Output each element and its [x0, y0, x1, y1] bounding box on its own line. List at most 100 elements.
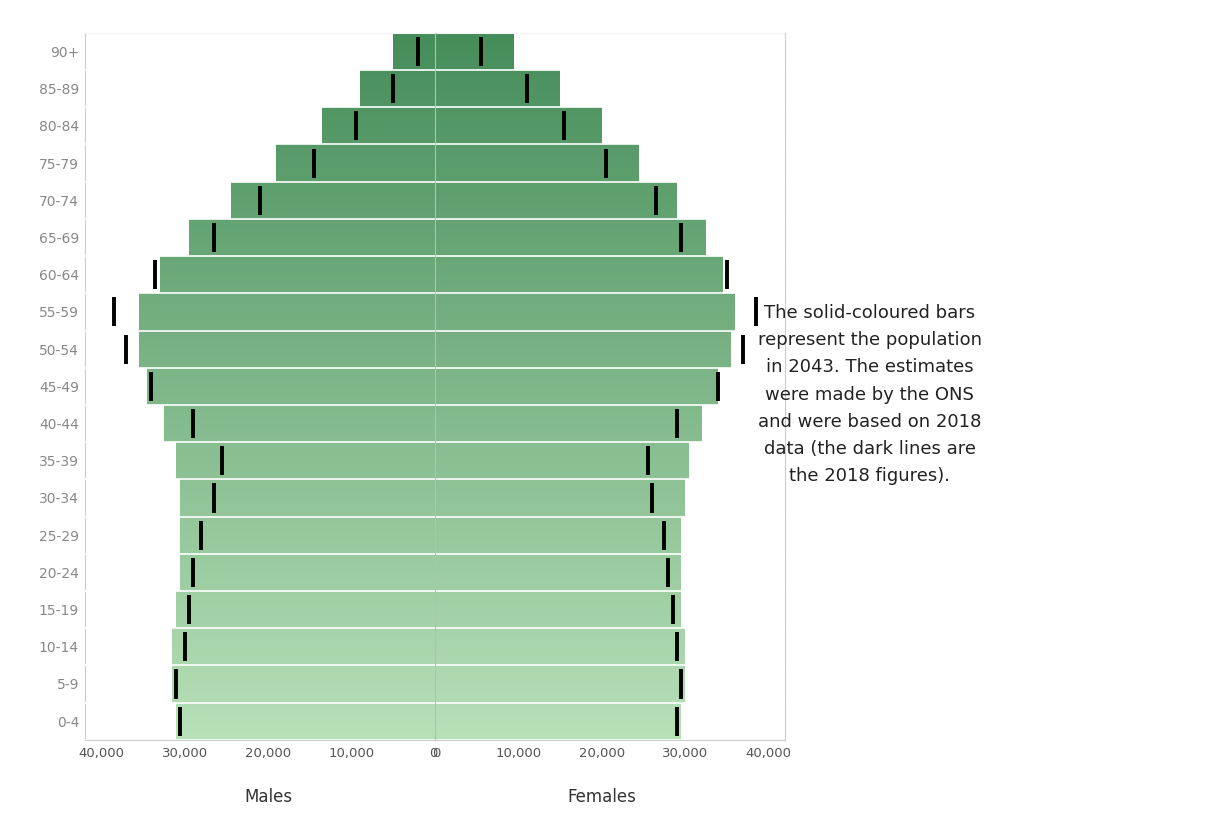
Bar: [435, 597, 681, 598]
Bar: [360, 70, 435, 72]
Bar: [180, 559, 435, 561]
Bar: [176, 723, 435, 725]
Bar: [435, 158, 639, 159]
Bar: [435, 528, 681, 529]
Bar: [164, 429, 435, 431]
Bar: [393, 59, 435, 61]
Bar: [172, 682, 435, 684]
Bar: [159, 261, 435, 264]
Bar: [435, 224, 705, 226]
Bar: [139, 297, 435, 299]
Bar: [435, 390, 719, 392]
Bar: [231, 202, 435, 204]
Bar: [435, 630, 685, 632]
Bar: [360, 81, 435, 83]
Bar: [231, 214, 435, 215]
Bar: [180, 485, 435, 487]
Bar: [435, 472, 690, 473]
Bar: [435, 431, 702, 433]
Bar: [360, 80, 435, 81]
Bar: [435, 682, 685, 684]
Bar: [164, 431, 435, 433]
Bar: [435, 626, 681, 628]
Bar: [188, 220, 435, 255]
Bar: [231, 183, 435, 186]
Bar: [435, 555, 681, 589]
Bar: [435, 269, 722, 271]
Bar: [435, 686, 685, 688]
Bar: [159, 258, 435, 260]
Bar: [323, 122, 435, 124]
Bar: [435, 130, 602, 132]
Bar: [180, 572, 435, 575]
Bar: [435, 308, 736, 310]
Bar: [180, 567, 435, 569]
Bar: [180, 511, 435, 513]
Bar: [172, 690, 435, 691]
Bar: [435, 429, 702, 431]
Bar: [180, 479, 435, 481]
Bar: [176, 718, 435, 719]
Bar: [277, 148, 435, 150]
Bar: [435, 96, 561, 98]
Bar: [164, 420, 435, 422]
Bar: [435, 519, 681, 520]
Bar: [164, 433, 435, 435]
Bar: [435, 660, 685, 662]
Bar: [435, 433, 702, 435]
Bar: [435, 669, 685, 671]
Bar: [176, 712, 435, 713]
Bar: [435, 95, 561, 96]
Bar: [435, 189, 676, 191]
Bar: [139, 307, 435, 308]
Bar: [435, 49, 515, 52]
Bar: [435, 307, 736, 308]
Bar: [435, 122, 602, 124]
Bar: [188, 221, 435, 223]
Bar: [188, 219, 435, 221]
Bar: [435, 654, 685, 656]
Bar: [159, 256, 435, 258]
Bar: [231, 191, 435, 193]
Bar: [435, 85, 561, 87]
Bar: [435, 375, 719, 377]
Bar: [176, 451, 435, 453]
Bar: [147, 394, 435, 395]
Bar: [435, 358, 731, 360]
Bar: [180, 535, 435, 537]
Bar: [435, 703, 681, 704]
Bar: [435, 372, 719, 373]
Bar: [435, 541, 681, 543]
Bar: [435, 665, 685, 667]
Bar: [435, 367, 719, 370]
Bar: [435, 681, 685, 682]
Bar: [435, 716, 681, 718]
Bar: [435, 115, 602, 117]
Bar: [435, 204, 676, 206]
Bar: [147, 395, 435, 398]
Bar: [435, 260, 722, 261]
Bar: [435, 520, 681, 522]
Bar: [172, 643, 435, 645]
Bar: [435, 426, 702, 427]
Bar: [435, 254, 705, 256]
Bar: [180, 481, 435, 483]
Bar: [176, 612, 435, 613]
Bar: [435, 310, 736, 312]
Bar: [435, 182, 676, 183]
Bar: [435, 593, 681, 626]
Bar: [435, 710, 681, 712]
Bar: [180, 507, 435, 509]
Bar: [435, 191, 676, 193]
Bar: [435, 656, 685, 658]
Bar: [435, 111, 602, 113]
Bar: [360, 99, 435, 102]
Bar: [231, 182, 435, 183]
Bar: [435, 363, 731, 364]
Bar: [393, 49, 435, 52]
Bar: [435, 476, 690, 478]
Bar: [323, 127, 435, 130]
Bar: [139, 295, 435, 297]
Bar: [435, 226, 705, 229]
Bar: [435, 535, 681, 537]
